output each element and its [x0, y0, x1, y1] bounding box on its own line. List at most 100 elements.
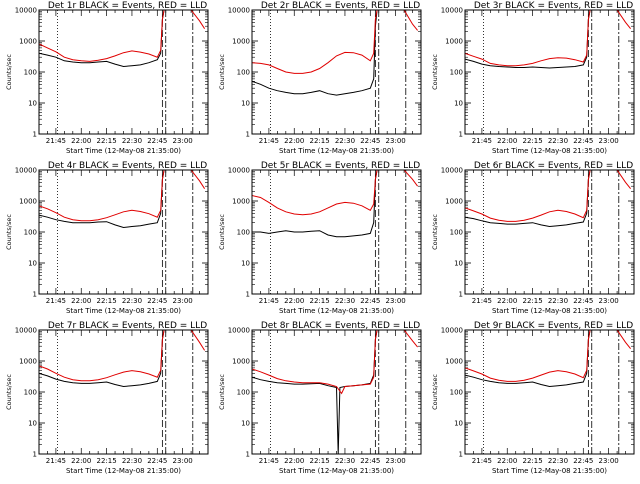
x-tick-label: 22:15: [523, 457, 543, 465]
y-tick-label: 1000: [19, 38, 37, 46]
x-tick-label: 22:30: [122, 297, 142, 305]
events-series-line: [39, 10, 165, 68]
detector-panel-2: Det 2r BLACK = Events, RED = LLD 1 10 100 10…: [218, 1, 422, 155]
x-tick-label: 22:15: [523, 137, 543, 145]
detector-panel-5: Det 5r BLACK = Events, RED = LLD 1 10 100 10…: [218, 161, 422, 315]
detector-panel-7: Det 7r BLACK = Events, RED = LLD 1 10 100 10…: [5, 321, 209, 475]
y-tick-label: 100: [450, 229, 463, 237]
x-tick-label: 22:30: [122, 137, 142, 145]
lld-series-line: [465, 170, 631, 222]
x-tick-label: 23:00: [386, 137, 406, 145]
panel-title: Det 2r BLACK = Events, RED = LLD: [261, 1, 420, 11]
x-tick-label: 22:15: [310, 457, 330, 465]
y-tick-label: 1: [33, 291, 37, 299]
y-tick-label: 10000: [15, 7, 37, 15]
x-tick-label: 22:15: [97, 457, 117, 465]
x-tick-label: 22:30: [548, 137, 568, 145]
plot-frame: [38, 169, 209, 295]
y-tick-label: 10: [28, 420, 37, 428]
y-tick-label: 1: [33, 451, 37, 459]
x-tick-label: 22:15: [310, 137, 330, 145]
lld-series-line: [252, 330, 418, 395]
y-tick-label: 1000: [232, 358, 250, 366]
panel-title: Det 6r BLACK = Events, RED = LLD: [474, 161, 633, 171]
lld-series-line: [252, 10, 418, 74]
y-axis-label: Counts/sec: [5, 374, 13, 410]
y-tick-label: 1000: [19, 358, 37, 366]
events-series-line: [39, 170, 165, 229]
plot-frame: [38, 9, 209, 135]
panel-title: Det 4r BLACK = Events, RED = LLD: [48, 161, 207, 171]
lld-series-line: [39, 10, 206, 62]
x-tick-label: 23:00: [599, 137, 619, 145]
x-tick-label: 21:45: [472, 297, 492, 305]
y-tick-label: 10000: [228, 7, 250, 15]
plot-frame: [464, 329, 635, 455]
y-tick-label: 1000: [445, 358, 463, 366]
y-tick-label: 10: [28, 100, 37, 108]
events-series-line: [252, 170, 378, 238]
x-tick-label: 22:30: [548, 457, 568, 465]
x-tick-label: 22:00: [284, 457, 304, 465]
panel-title: Det 5r BLACK = Events, RED = LLD: [261, 161, 420, 171]
y-axis-label: Counts/sec: [218, 374, 226, 410]
x-tick-label: 22:45: [573, 137, 593, 145]
y-tick-label: 1: [246, 291, 250, 299]
y-tick-label: 10000: [228, 167, 250, 175]
y-tick-label: 1: [459, 291, 463, 299]
events-series-line: [39, 330, 165, 388]
y-tick-label: 1000: [445, 38, 463, 46]
y-tick-label: 10000: [441, 167, 463, 175]
x-tick-label: 22:45: [147, 137, 167, 145]
panel-title: Det 7r BLACK = Events, RED = LLD: [48, 321, 207, 331]
x-tick-label: 22:15: [523, 297, 543, 305]
events-series-line: [465, 170, 591, 228]
x-tick-label: 22:30: [335, 457, 355, 465]
panel-title: Det 9r BLACK = Events, RED = LLD: [474, 321, 633, 331]
y-tick-label: 1000: [19, 198, 37, 206]
detector-panel-1: Det 1r BLACK = Events, RED = LLD 1 10 100 10…: [5, 1, 209, 155]
y-tick-label: 100: [24, 229, 37, 237]
x-tick-label: 21:45: [259, 297, 279, 305]
events-series-line: [465, 330, 591, 388]
x-axis-label: Start Time (12-May-08 21:35:00): [66, 307, 181, 315]
y-tick-label: 100: [24, 69, 37, 77]
y-tick-label: 10000: [441, 327, 463, 335]
plot-frame: [38, 329, 209, 455]
x-tick-label: 23:00: [173, 297, 193, 305]
x-tick-label: 22:15: [310, 297, 330, 305]
x-tick-label: 22:30: [335, 137, 355, 145]
x-axis-label: Start Time (12-May-08 21:35:00): [279, 467, 394, 475]
x-tick-label: 22:00: [497, 137, 517, 145]
panel-title: Det 8r BLACK = Events, RED = LLD: [261, 321, 420, 331]
y-axis-label: Counts/sec: [431, 214, 439, 250]
x-tick-label: 22:00: [284, 297, 304, 305]
lld-series-line: [39, 330, 206, 382]
x-tick-label: 22:15: [97, 297, 117, 305]
y-tick-label: 10000: [228, 327, 250, 335]
x-tick-label: 22:45: [573, 297, 593, 305]
x-tick-label: 22:00: [71, 457, 91, 465]
y-tick-label: 10000: [15, 167, 37, 175]
x-tick-label: 22:30: [122, 457, 142, 465]
y-axis-label: Counts/sec: [5, 54, 13, 90]
x-axis-label: Start Time (12-May-08 21:35:00): [66, 147, 181, 155]
panel-title: Det 1r BLACK = Events, RED = LLD: [48, 1, 207, 11]
x-axis-label: Start Time (12-May-08 21:35:00): [492, 147, 607, 155]
y-tick-label: 10: [454, 420, 463, 428]
plot-frame: [251, 169, 422, 295]
x-tick-label: 21:45: [46, 137, 66, 145]
x-tick-label: 22:00: [497, 297, 517, 305]
y-tick-label: 1000: [232, 198, 250, 206]
x-tick-label: 21:45: [46, 457, 66, 465]
y-tick-label: 1: [246, 131, 250, 139]
detector-panel-3: Det 3r BLACK = Events, RED = LLD 1 10 100 10…: [431, 1, 635, 155]
y-tick-label: 100: [237, 389, 250, 397]
detector-panel-4: Det 4r BLACK = Events, RED = LLD 1 10 100 10…: [5, 161, 209, 315]
x-tick-label: 23:00: [386, 457, 406, 465]
y-tick-label: 100: [450, 389, 463, 397]
x-tick-label: 21:45: [46, 297, 66, 305]
lld-series-line: [465, 10, 631, 67]
detector-panel-6: Det 6r BLACK = Events, RED = LLD 1 10 100 10…: [431, 161, 635, 315]
x-tick-label: 23:00: [173, 457, 193, 465]
